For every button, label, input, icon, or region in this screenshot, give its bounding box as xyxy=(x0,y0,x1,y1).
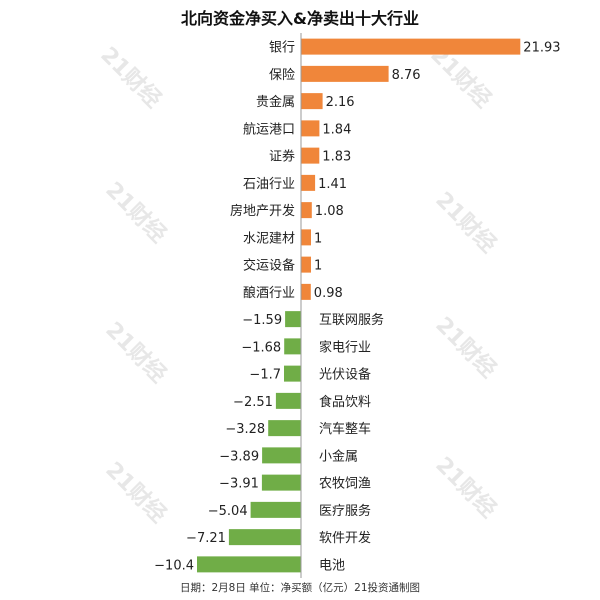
category-label: 互联网服务 xyxy=(319,312,384,328)
bar-互联网服务 xyxy=(285,311,301,328)
bar-交运设备 xyxy=(301,256,311,273)
bar-医疗服务 xyxy=(250,501,301,518)
bar-食品饮料 xyxy=(275,392,301,409)
bar-保险 xyxy=(301,65,389,82)
category-label: 食品饮料 xyxy=(319,394,371,410)
value-label: 1 xyxy=(314,259,322,274)
category-label: 房地产开发 xyxy=(230,203,295,219)
bar-软件开发 xyxy=(228,529,301,546)
category-label: 汽车整车 xyxy=(319,421,371,437)
category-label: 医疗服务 xyxy=(319,503,371,519)
value-label: −1.7 xyxy=(249,368,281,383)
value-label: 1.41 xyxy=(318,177,347,192)
bar-汽车整车 xyxy=(268,420,301,437)
value-label: −7.21 xyxy=(186,531,226,546)
value-label: 21.93 xyxy=(523,41,560,56)
footer-note: 日期：2月8日 单位：净买额（亿元）21投资通制图 xyxy=(179,582,421,594)
value-label: −3.28 xyxy=(225,422,265,437)
bar-小金属 xyxy=(262,447,301,464)
category-label: 水泥建材 xyxy=(243,231,295,246)
category-label: 光伏设备 xyxy=(319,367,371,383)
value-label: 2.16 xyxy=(326,95,355,110)
value-label: 1.84 xyxy=(322,122,351,137)
bar-航运港口 xyxy=(301,120,320,137)
category-label: 农牧饲渔 xyxy=(319,477,371,492)
bar-贵金属 xyxy=(301,93,323,110)
value-label: −1.68 xyxy=(241,340,281,355)
bar-光伏设备 xyxy=(284,365,301,382)
value-label: 1.83 xyxy=(322,150,351,165)
category-label: 电池 xyxy=(319,558,345,573)
category-label: 家电行业 xyxy=(319,339,371,355)
value-label: 1 xyxy=(314,231,322,246)
bar-水泥建材 xyxy=(301,229,311,246)
category-label: 软件开发 xyxy=(319,530,371,546)
bar-银行 xyxy=(301,38,521,55)
bar-房地产开发 xyxy=(301,202,312,219)
bar-证券 xyxy=(301,147,320,164)
value-label: 1.08 xyxy=(315,204,344,219)
value-label: −5.04 xyxy=(208,504,248,519)
value-label: −3.89 xyxy=(219,449,259,464)
category-label: 小金属 xyxy=(319,448,358,464)
value-label: 8.76 xyxy=(392,68,421,83)
bar-石油行业 xyxy=(301,174,316,191)
bar-家电行业 xyxy=(284,338,301,355)
category-label: 贵金属 xyxy=(256,94,295,110)
value-label: −3.91 xyxy=(219,477,259,492)
category-label: 银行 xyxy=(269,41,295,56)
value-label: 0.98 xyxy=(314,286,343,301)
value-label: −1.59 xyxy=(242,313,282,328)
value-label: −10.4 xyxy=(154,558,194,573)
bar-农牧饲渔 xyxy=(261,474,301,491)
category-label: 保险 xyxy=(269,68,295,83)
chart-title: 北向资金净买入&净卖出十大行业 xyxy=(181,9,419,28)
category-label: 石油行业 xyxy=(243,177,295,192)
category-label: 交运设备 xyxy=(243,258,295,274)
value-label: −2.51 xyxy=(233,395,273,410)
bar-酿酒行业 xyxy=(301,283,311,300)
category-label: 证券 xyxy=(269,149,295,165)
category-label: 酿酒行业 xyxy=(243,285,295,301)
bar-电池 xyxy=(197,556,301,573)
category-label: 航运港口 xyxy=(243,121,295,137)
